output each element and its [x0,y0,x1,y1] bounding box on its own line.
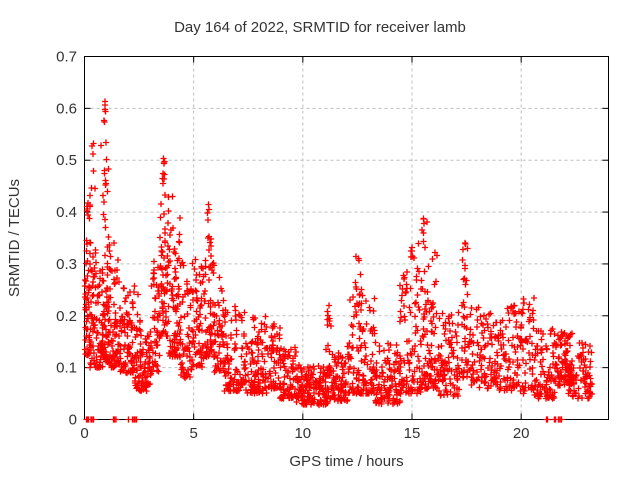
x-tick-label-5: 5 [190,425,198,442]
y-tick-label-0p6: 0.6 [56,100,77,117]
x-tick-label-15: 15 [404,425,421,442]
y-tick-label-0p1: 0.1 [56,360,77,377]
plot-title: Day 164 of 2022, SRMTID for receiver lam… [174,19,466,36]
y-tick-label-0p4: 0.4 [56,204,77,221]
y-tick-label-0: 0 [69,412,77,429]
y-tick-label-0p3: 0.3 [56,256,77,273]
grid-lines [84,56,609,420]
y-tick-label-0p2: 0.2 [56,308,77,325]
y-axis-label: SRMTID / TECUs [6,179,23,297]
x-tick-labels: 0 5 10 15 20 [80,425,529,442]
axis-ticks [84,56,609,420]
y-tick-labels: 0 0.1 0.2 0.3 0.4 0.5 0.6 0.7 [56,49,77,429]
x-tick-label-10: 10 [294,425,311,442]
x-tick-label-20: 20 [513,425,530,442]
x-axis-label: GPS time / hours [289,453,403,470]
y-tick-label-0p7: 0.7 [56,49,77,66]
plot-border [84,56,609,420]
x-tick-label-0: 0 [80,425,88,442]
y-tick-label-0p5: 0.5 [56,152,77,169]
data-points [81,98,596,423]
